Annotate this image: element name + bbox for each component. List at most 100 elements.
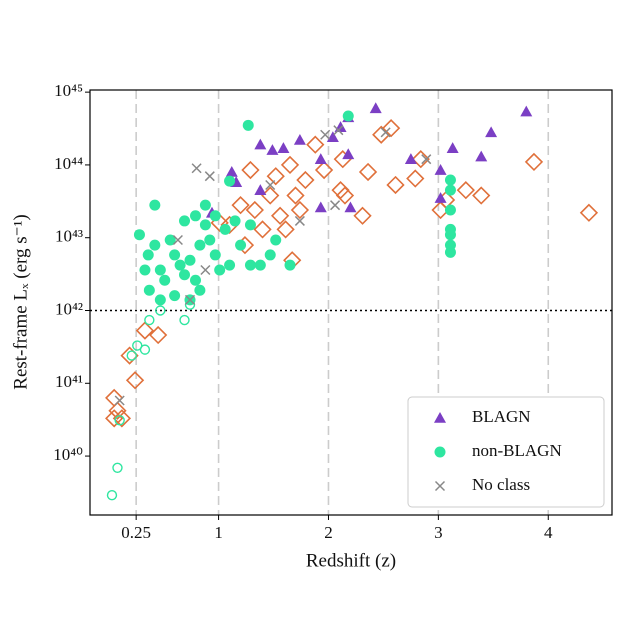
point	[219, 223, 231, 235]
point	[235, 239, 247, 251]
point	[179, 314, 190, 326]
legend-label: No class	[472, 475, 530, 494]
y-tick-label: 10⁴²	[55, 299, 83, 318]
point	[353, 206, 372, 225]
x-axis-label: Redshift (z)	[306, 550, 396, 571]
point	[114, 415, 125, 426]
point	[444, 229, 456, 241]
point	[386, 175, 405, 195]
point	[204, 171, 215, 182]
point	[133, 229, 145, 241]
x-tick-label: 2	[324, 523, 333, 542]
point	[191, 163, 202, 174]
point	[270, 234, 282, 246]
point	[244, 259, 256, 271]
point	[579, 203, 599, 222]
point	[209, 249, 221, 261]
point	[293, 134, 306, 145]
point	[434, 192, 447, 203]
point	[314, 160, 334, 180]
x-tick-label: 4	[544, 523, 553, 542]
point	[224, 175, 236, 187]
point	[294, 215, 305, 226]
point	[112, 409, 132, 428]
point	[280, 155, 300, 175]
point	[143, 284, 155, 296]
point	[314, 153, 327, 164]
point	[112, 462, 123, 473]
point	[139, 344, 151, 355]
point	[225, 165, 238, 177]
point	[381, 119, 401, 138]
point	[142, 249, 154, 261]
legend-marker	[434, 480, 446, 492]
point	[270, 206, 290, 225]
point	[276, 220, 295, 239]
point	[155, 305, 166, 316]
point	[194, 239, 206, 251]
point	[244, 219, 256, 231]
legend-label: BLAGN	[472, 407, 531, 426]
point	[421, 154, 432, 165]
point	[277, 142, 290, 153]
point	[179, 215, 191, 227]
point	[290, 200, 310, 220]
x-tick-label: 0.25	[121, 523, 151, 542]
legend-label: non-BLAGN	[472, 441, 562, 460]
x-tick-label: 1	[214, 523, 223, 542]
point	[358, 162, 378, 182]
point	[444, 246, 456, 258]
point	[265, 179, 276, 191]
point	[231, 196, 250, 215]
point	[179, 269, 191, 281]
point	[154, 264, 166, 276]
point	[434, 164, 447, 175]
legend-box	[407, 396, 605, 508]
point	[320, 129, 331, 140]
point	[266, 167, 285, 186]
point	[286, 186, 305, 205]
point	[520, 105, 533, 117]
point	[189, 274, 201, 286]
point	[524, 152, 544, 172]
point	[149, 325, 168, 345]
point	[446, 142, 459, 153]
point	[485, 126, 498, 138]
point	[199, 199, 211, 211]
point	[472, 186, 491, 205]
point	[125, 371, 145, 390]
point	[314, 201, 327, 213]
x-tick-label: 3	[434, 523, 443, 542]
point	[254, 138, 267, 150]
point	[342, 110, 354, 122]
point	[475, 150, 488, 162]
point	[444, 184, 456, 196]
point	[245, 200, 264, 220]
legend-marker	[434, 446, 446, 458]
point	[199, 219, 211, 231]
point	[172, 234, 183, 246]
point	[444, 204, 456, 216]
point	[335, 186, 355, 205]
point	[254, 259, 266, 271]
point	[342, 148, 355, 160]
point	[264, 249, 276, 261]
point	[326, 131, 339, 143]
point	[380, 127, 391, 138]
point	[139, 264, 151, 276]
point	[296, 170, 315, 190]
point	[159, 274, 171, 286]
point	[404, 153, 417, 164]
point	[406, 169, 425, 188]
point	[135, 321, 155, 340]
point	[224, 259, 236, 271]
point	[194, 284, 206, 296]
point	[106, 489, 118, 501]
y-tick-label: 10⁴⁵	[54, 81, 83, 100]
point	[411, 150, 430, 169]
point	[169, 290, 181, 302]
point	[189, 210, 201, 222]
point	[204, 234, 216, 246]
